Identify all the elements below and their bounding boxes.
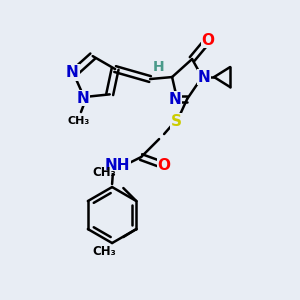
Text: S: S	[171, 114, 182, 129]
Text: O: O	[202, 33, 214, 48]
Text: N: N	[198, 70, 211, 85]
Text: N: N	[76, 91, 89, 106]
Text: N: N	[66, 65, 79, 80]
Text: N: N	[169, 92, 182, 106]
Text: CH₃: CH₃	[93, 245, 116, 258]
Text: CH₃: CH₃	[68, 116, 90, 126]
Text: NH: NH	[104, 158, 130, 172]
Text: CH₃: CH₃	[93, 166, 116, 179]
Text: H: H	[152, 60, 164, 74]
Text: O: O	[158, 158, 171, 172]
